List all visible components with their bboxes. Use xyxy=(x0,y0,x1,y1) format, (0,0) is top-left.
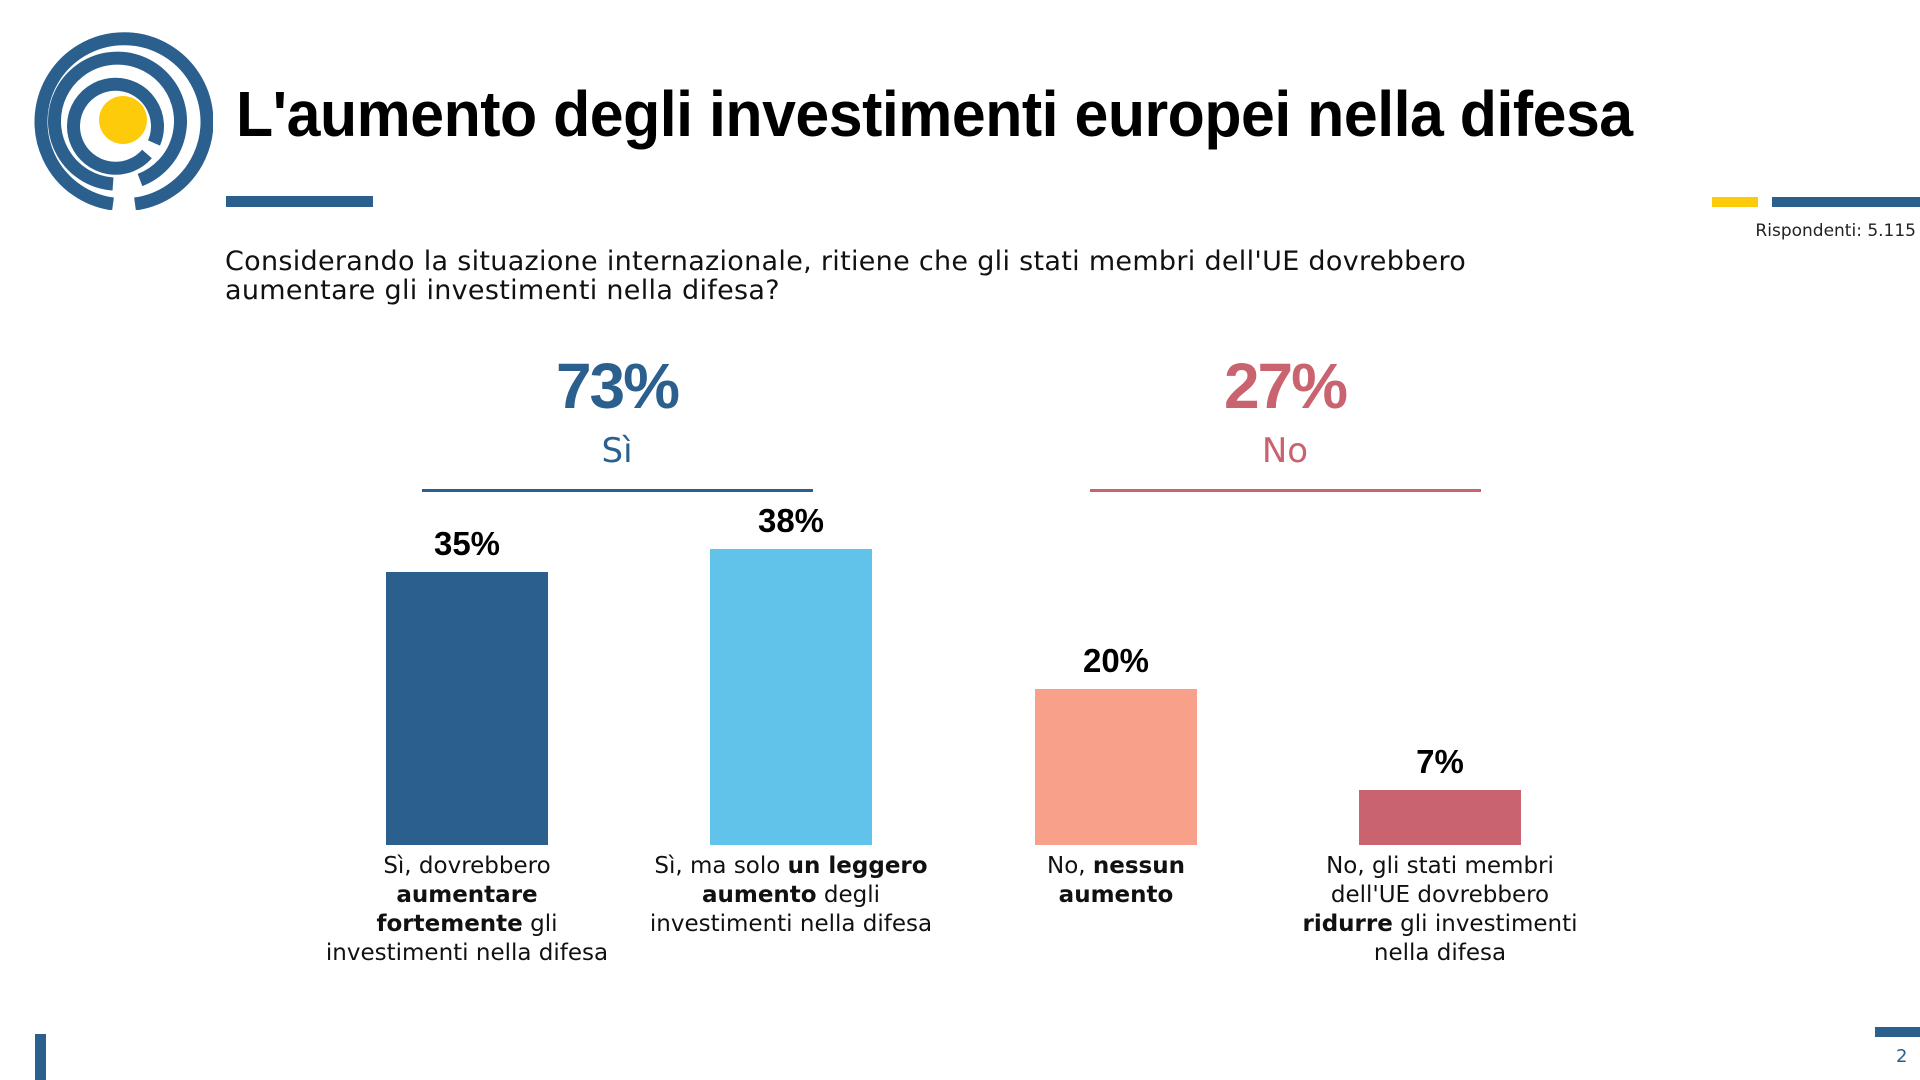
footer-accent-left xyxy=(35,1034,46,1080)
page-title: L'aumento degli investimenti europei nel… xyxy=(236,78,1633,150)
accent-bar-blue xyxy=(1772,197,1920,207)
category-label-text: No, xyxy=(1046,853,1093,879)
bar-4 xyxy=(1359,790,1521,845)
survey-question: Considerando la situazione internazional… xyxy=(225,246,1467,306)
title-underline xyxy=(226,196,373,207)
category-label-text: Sì, dovrebbero xyxy=(383,853,551,879)
footer-accent-right xyxy=(1875,1027,1920,1037)
category-label: Sì, dovrebbero aumentare fortemente gli … xyxy=(322,852,612,968)
category-label-text: gli investimenti nella difesa xyxy=(1373,911,1578,966)
category-label-emphasis: ridurre xyxy=(1302,911,1393,937)
logo-icon xyxy=(34,32,213,210)
accent-bar-yellow xyxy=(1712,197,1758,207)
bar-value-label: 7% xyxy=(1416,743,1464,781)
group-total-no: 27% xyxy=(1223,350,1348,422)
category-label-emphasis: un leggero aumento xyxy=(701,853,928,908)
category-label-text: gli investimenti nella difesa xyxy=(325,911,609,966)
category-label-emphasis: nessun aumento xyxy=(1058,853,1185,908)
category-label-text: degli investimenti nella difesa xyxy=(649,882,933,937)
category-label-text: No, gli stati membri dell'UE dovrebbero xyxy=(1326,853,1554,908)
bar-value-label: 38% xyxy=(757,501,825,539)
group-divider-yes xyxy=(422,489,813,492)
group-label-yes: Sì xyxy=(601,431,633,471)
category-label-emphasis: aumentare fortemente xyxy=(376,882,538,937)
group-label-no: No xyxy=(1261,431,1309,471)
bar-2 xyxy=(710,548,872,845)
category-label-text: Sì, ma solo xyxy=(654,853,788,879)
category-label: Sì, ma solo un leggero aumento degli inv… xyxy=(636,852,946,939)
bar-3 xyxy=(1035,689,1197,845)
page-number: 2 xyxy=(1896,1046,1908,1067)
bar-value-label: 35% xyxy=(433,525,501,562)
category-label: No, nessun aumento xyxy=(1036,852,1196,910)
bar-value-label: 20% xyxy=(1082,642,1150,679)
category-label: No, gli stati membri dell'UE dovrebbero … xyxy=(1290,852,1590,968)
bar-1 xyxy=(386,572,548,845)
respondents-count: Rispondenti: 5.115 xyxy=(1755,221,1916,241)
group-total-yes: 73% xyxy=(555,350,680,422)
group-divider-no xyxy=(1090,489,1481,492)
